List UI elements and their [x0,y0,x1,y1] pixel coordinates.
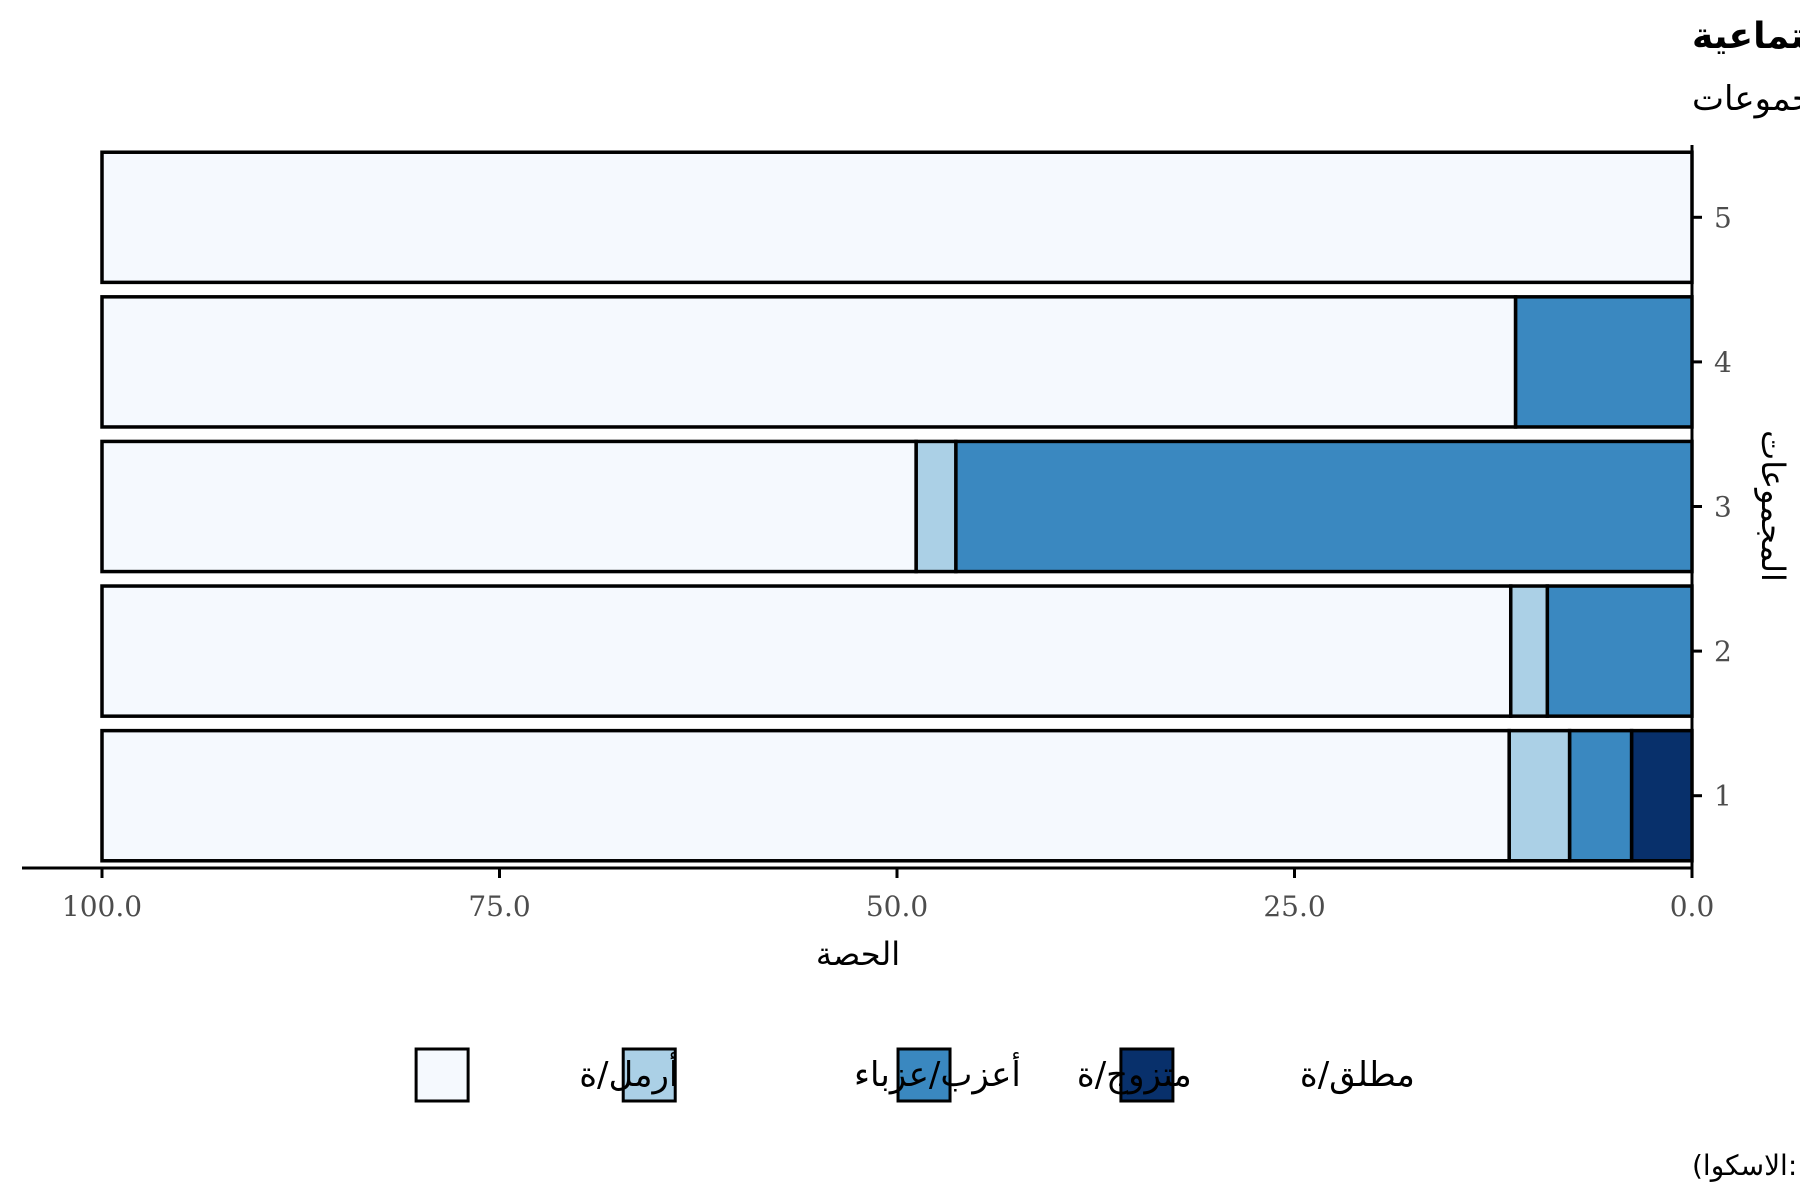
x-tick-label: 0.0 [1670,890,1715,923]
y-tick-label: 2 [1714,635,1732,668]
x-axis-ticks: 100.0 75.0 50.0 25.0 0.0 [62,868,1714,923]
x-tick-label: 100.0 [62,890,142,923]
y-axis-title: المجموعات [1754,430,1792,582]
bars-layer [100,150,1694,863]
bar-group-4-series-3 [100,295,1518,429]
legend-label: متزوج/ة [1077,1055,1192,1095]
y-tick-label: 3 [1714,491,1732,524]
bar-group-2-series-2 [1508,584,1550,718]
legend: مطلق/ة متزوج/ة أعزب/عزباء أرمل/ة [414,1047,1415,1103]
x-tick-label: 75.0 [468,890,530,923]
bar-group-1-series-3 [100,728,1511,863]
bar-group-3-series-1 [954,439,1694,574]
legend-item-2: أعزب/عزباء [621,1047,1021,1103]
x-tick-label: 50.0 [866,890,928,923]
x-tick-label: 25.0 [1263,890,1325,923]
bar-group-5-series-3 [100,150,1694,285]
legend-item-0: مطلق/ة [1119,1047,1415,1103]
bar-group-2-series-3 [100,584,1513,718]
y-tick-label: 1 [1714,780,1732,813]
chart-subtitle: عن طريق المجموعات [1692,79,1800,119]
legend-swatch [621,1047,677,1103]
y-tick-label: 4 [1714,346,1732,379]
bar-group-1-series-2 [1507,728,1572,863]
bar-group-3-series-3 [100,439,918,574]
bar-group-4-series-1 [1513,295,1694,429]
legend-label: أعزب/عزباء [854,1052,1021,1095]
chart-caption: (2025المصدر :الاسكوا) [1692,1149,1800,1182]
chart-title: الحالة الاجتماعية [1692,16,1800,57]
legend-swatch [1119,1047,1175,1103]
legend-label: أرمل/ة [579,1052,678,1095]
x-axis-title: الحصة [816,935,900,973]
bar-group-1-series-0 [1629,728,1694,863]
legend-swatch [896,1047,952,1103]
legend-label: مطلق/ة [1300,1055,1415,1095]
legend-item-1: متزوج/ة [896,1047,1192,1103]
legend-swatch [414,1047,470,1103]
legend-item-3: أرمل/ة [414,1047,678,1103]
y-tick-label: 5 [1714,201,1732,234]
bar-group-3-series-2 [914,439,958,574]
bar-group-1-series-1 [1567,728,1634,863]
y-axis-ticks: 1 2 3 4 5 [1692,201,1732,813]
bar-group-2-series-1 [1545,584,1694,718]
